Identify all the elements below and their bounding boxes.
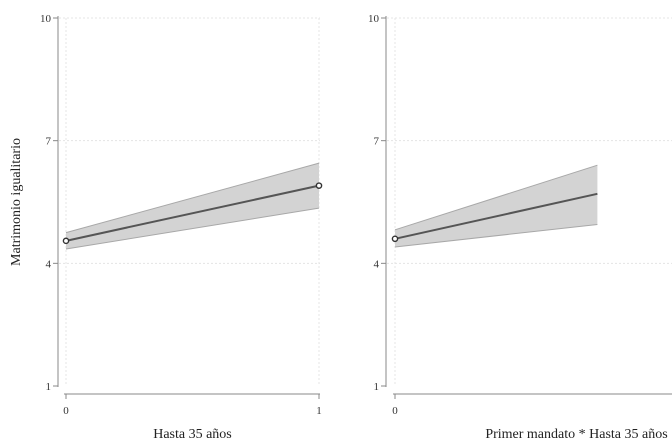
series-line bbox=[394, 192, 598, 240]
x-tick-label: 0 bbox=[63, 405, 69, 417]
panel-primer-mandato-hasta-35: 1 4 7 10 0 Primer mandato * Hasta 35 años bbox=[368, 13, 672, 442]
y-tick-label: 7 bbox=[46, 136, 52, 148]
x-axis-title: Hasta 35 años bbox=[153, 427, 232, 442]
data-point bbox=[391, 235, 399, 243]
confidence-band-upper-edge bbox=[65, 162, 320, 234]
x-tick-label: 0 bbox=[392, 405, 398, 417]
y-tick-label: 1 bbox=[374, 381, 380, 393]
y-tick-label: 4 bbox=[374, 258, 380, 270]
data-point bbox=[315, 182, 323, 189]
confidence-band-upper-edge bbox=[394, 164, 598, 231]
y-axis-title: Matrimonio igualitario bbox=[9, 138, 24, 266]
y-tick-label: 10 bbox=[40, 13, 52, 25]
x-tick-label: 1 bbox=[316, 405, 322, 417]
series-line bbox=[65, 184, 320, 242]
confidence-band bbox=[395, 165, 598, 247]
y-tick-label: 10 bbox=[368, 13, 380, 25]
y-tick-label: 4 bbox=[46, 258, 52, 270]
y-tick-label: 7 bbox=[374, 136, 380, 148]
x-axis-title: Primer mandato * Hasta 35 años bbox=[485, 427, 667, 442]
data-point bbox=[62, 237, 70, 245]
confidence-band-lower-edge bbox=[65, 207, 320, 250]
confidence-band-lower-edge bbox=[394, 223, 598, 248]
confidence-band bbox=[66, 163, 319, 250]
y-tick-label: 1 bbox=[46, 381, 52, 393]
